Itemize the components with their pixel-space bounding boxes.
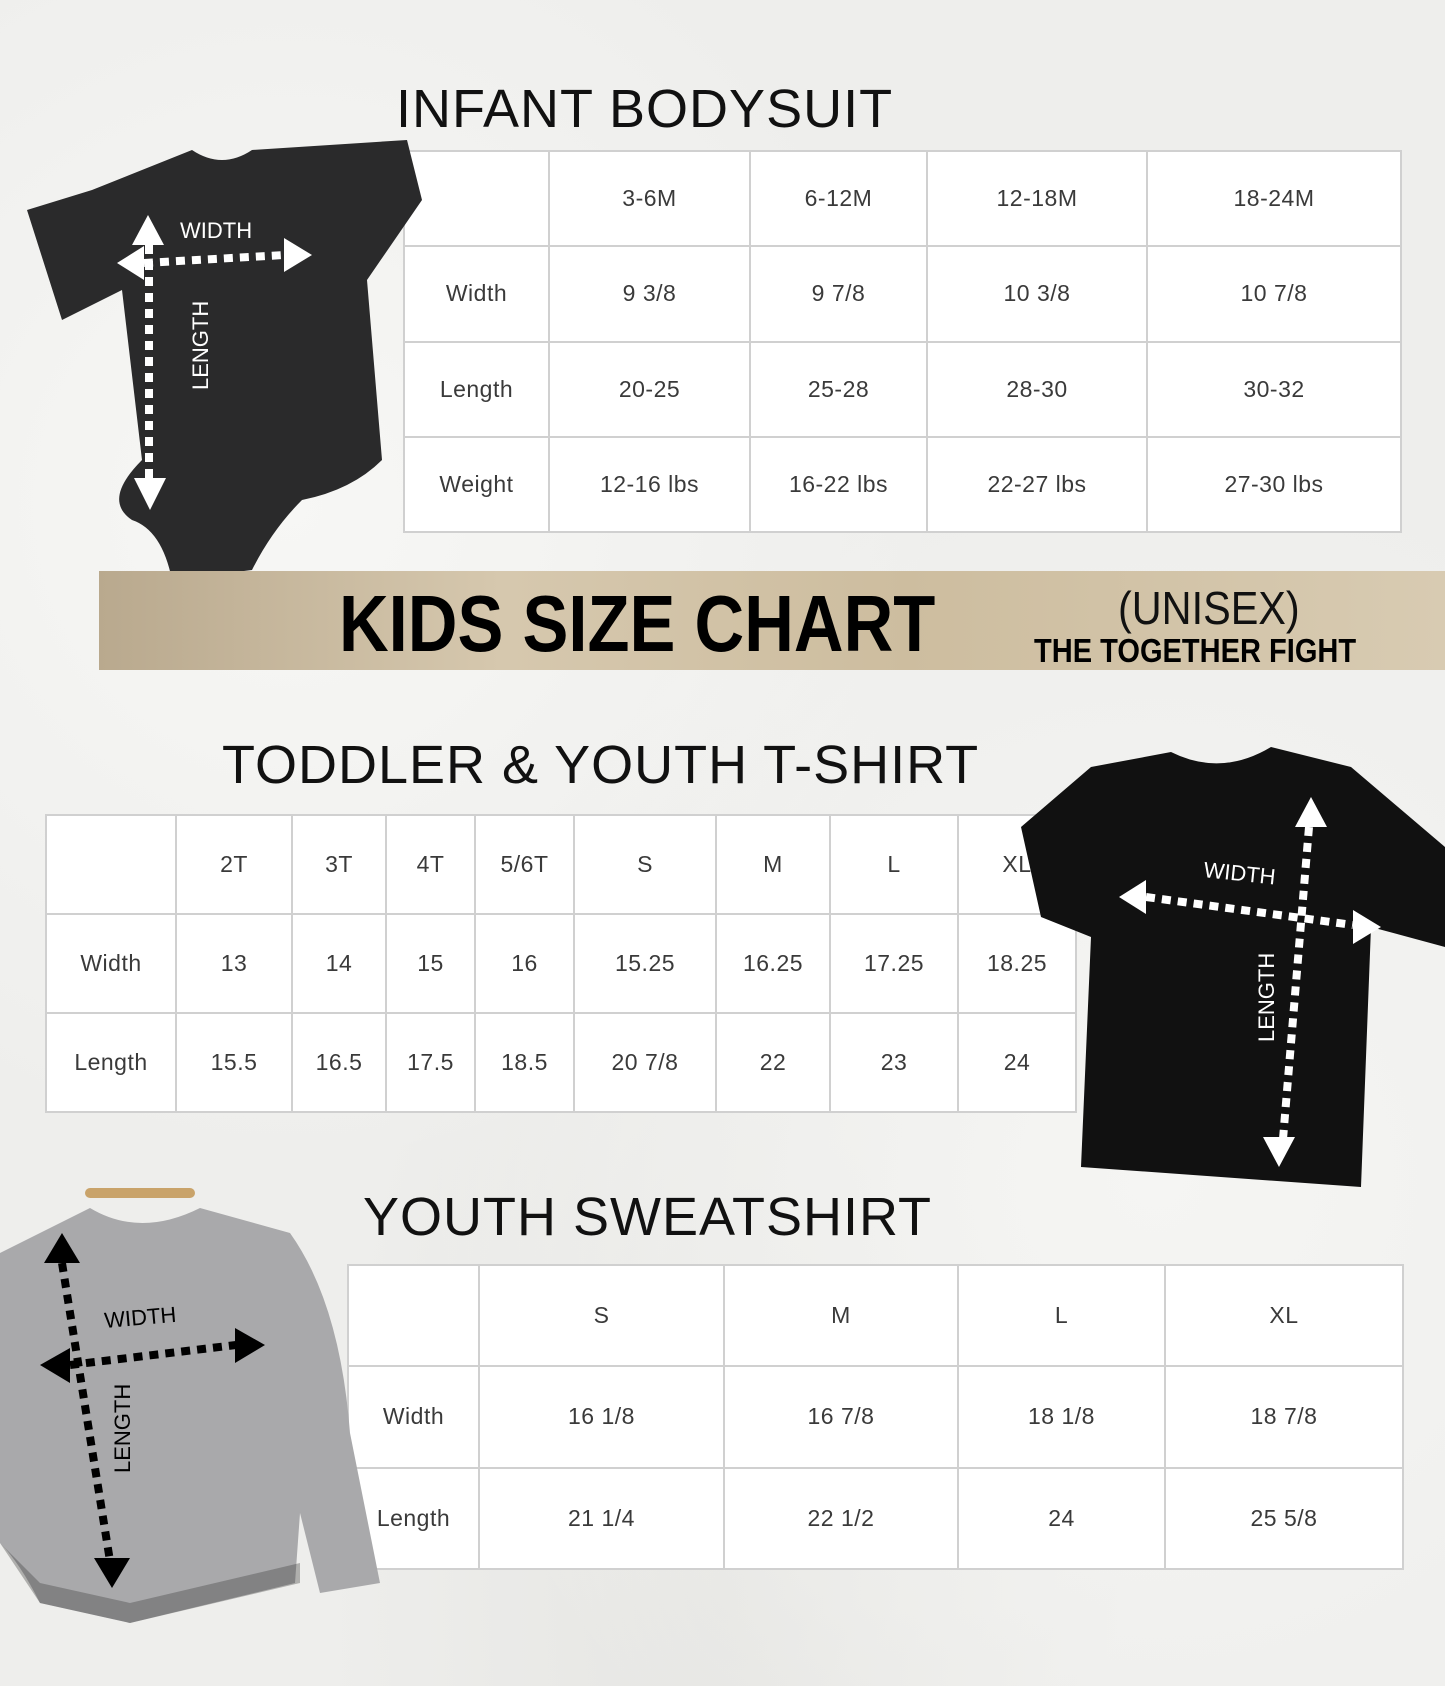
size-header-cell [45, 814, 177, 915]
size-header-cell [347, 1263, 480, 1368]
measurement-cell: 25-28 [749, 340, 928, 438]
measurement-cell: 9 3/8 [548, 245, 751, 343]
measurement-cell: 24 [957, 1466, 1166, 1571]
measurement-cell: 15 [385, 913, 476, 1014]
measurement-cell: 17.5 [385, 1012, 476, 1113]
banner-subtitle: (UNISEX) [1118, 582, 1300, 634]
measurement-cell: 17.25 [829, 913, 959, 1014]
measurement-cell: 22 1/2 [723, 1466, 959, 1571]
measurement-cell: 15.25 [573, 913, 717, 1014]
measurement-cell: 27-30 lbs [1146, 435, 1402, 534]
header-row: S M L XL [347, 1263, 1404, 1368]
measurement-cell: 20-25 [548, 340, 751, 438]
size-header-cell: 3T [291, 814, 387, 915]
toddler-size-table: 2T 3T 4T 5/6T S M L XL Width 13 14 15 16 15.25 16.25 17… [45, 814, 1077, 1113]
measurement-cell: 21 1/4 [478, 1466, 725, 1571]
banner-strip [99, 571, 1445, 670]
measurement-cell: 10 7/8 [1146, 245, 1402, 343]
banner-title: KIDS SIZE CHART [339, 579, 936, 668]
table-row: Length 21 1/4 22 1/2 24 25 5/8 [347, 1466, 1404, 1571]
measurement-cell: 16.5 [291, 1012, 387, 1113]
infant-title: INFANT BODYSUIT [396, 79, 894, 139]
tshirt-length-label: LENGTH [1254, 953, 1279, 1042]
size-header-cell [403, 149, 550, 248]
size-header-cell: 4T [385, 814, 476, 915]
row-label-cell: Weight [403, 435, 550, 534]
table-row: Width 9 3/8 9 7/8 10 3/8 10 7/8 [403, 245, 1402, 343]
measurement-cell: 18.25 [957, 913, 1077, 1014]
toddler-title: TODDLER & YOUTH T-SHIRT [222, 735, 980, 795]
tshirt-image: WIDTH LENGTH [1021, 747, 1445, 1187]
row-label-cell: Length [45, 1012, 177, 1113]
measurement-cell: 30-32 [1146, 340, 1402, 438]
header-row: 2T 3T 4T 5/6T S M L XL [45, 814, 1077, 915]
measurement-cell: 9 7/8 [749, 245, 928, 343]
table-row: Length 15.5 16.5 17.5 18.5 20 7/8 22 23 24 [45, 1012, 1077, 1113]
measurement-cell: 16 1/8 [478, 1365, 725, 1469]
measurement-cell: 12-16 lbs [548, 435, 751, 534]
measurement-cell: 20 7/8 [573, 1012, 717, 1113]
measurement-cell: 13 [175, 913, 293, 1014]
measurement-cell: 10 3/8 [926, 245, 1148, 343]
infant-length-label: LENGTH [188, 301, 213, 390]
size-header-cell: 3-6M [548, 149, 751, 248]
sweatshirt-size-table: S M L XL Width 16 1/8 16 7/8 18 1/8 18 7/8 Length… [347, 1263, 1404, 1571]
infant-width-label: WIDTH [180, 218, 252, 243]
size-header-cell: 2T [175, 814, 293, 915]
measurement-cell: 14 [291, 913, 387, 1014]
size-header-cell: 5/6T [474, 814, 575, 915]
measurement-cell: 25 5/8 [1164, 1466, 1404, 1571]
row-label-cell: Width [45, 913, 177, 1014]
measurement-cell: 22 [715, 1012, 831, 1113]
header-row: 3-6M 6-12M 12-18M 18-24M [403, 149, 1402, 248]
size-header-cell: XL [1164, 1263, 1404, 1368]
row-label-cell: Length [403, 340, 550, 438]
measurement-cell: 18 1/8 [957, 1365, 1166, 1469]
sweatshirt-image: WIDTH LENGTH [0, 1188, 380, 1623]
size-header-cell: 6-12M [749, 149, 928, 248]
table-row: Weight 12-16 lbs 16-22 lbs 22-27 lbs 27-30 l… [403, 435, 1402, 534]
measurement-cell: 24 [957, 1012, 1077, 1113]
row-label-cell: Width [347, 1365, 480, 1469]
size-header-cell: L [829, 814, 959, 915]
size-header-cell: L [957, 1263, 1166, 1368]
infant-bodysuit-image: WIDTH LENGTH [27, 140, 422, 580]
size-header-cell: 18-24M [1146, 149, 1402, 248]
measurement-cell: 15.5 [175, 1012, 293, 1113]
measurement-cell: 16-22 lbs [749, 435, 928, 534]
table-row: Width 16 1/8 16 7/8 18 1/8 18 7/8 [347, 1365, 1404, 1469]
row-label-cell: Width [403, 245, 550, 343]
brand-name: THE TOGETHER FIGHT [1034, 632, 1357, 669]
table-row: Width 13 14 15 16 15.25 16.25 17.25 18.25 [45, 913, 1077, 1014]
measurement-cell: 16 [474, 913, 575, 1014]
table-row: Length 20-25 25-28 28-30 30-32 [403, 340, 1402, 438]
measurement-cell: 28-30 [926, 340, 1148, 438]
measurement-cell: 16.25 [715, 913, 831, 1014]
measurement-cell: 16 7/8 [723, 1365, 959, 1469]
size-header-cell: 12-18M [926, 149, 1148, 248]
measurement-cell: 22-27 lbs [926, 435, 1148, 534]
size-header-cell: M [723, 1263, 959, 1368]
size-header-cell: M [715, 814, 831, 915]
measurement-cell: 18.5 [474, 1012, 575, 1113]
sweatshirt-title: YOUTH SWEATSHIRT [363, 1187, 933, 1247]
sweatshirt-length-label: LENGTH [110, 1384, 135, 1473]
size-header-cell: S [478, 1263, 725, 1368]
infant-size-table: 3-6M 6-12M 12-18M 18-24M Width 9 3/8 9 7/8 10 3… [403, 149, 1402, 534]
measurement-cell: 23 [829, 1012, 959, 1113]
size-header-cell: S [573, 814, 717, 915]
measurement-cell: 18 7/8 [1164, 1365, 1404, 1469]
